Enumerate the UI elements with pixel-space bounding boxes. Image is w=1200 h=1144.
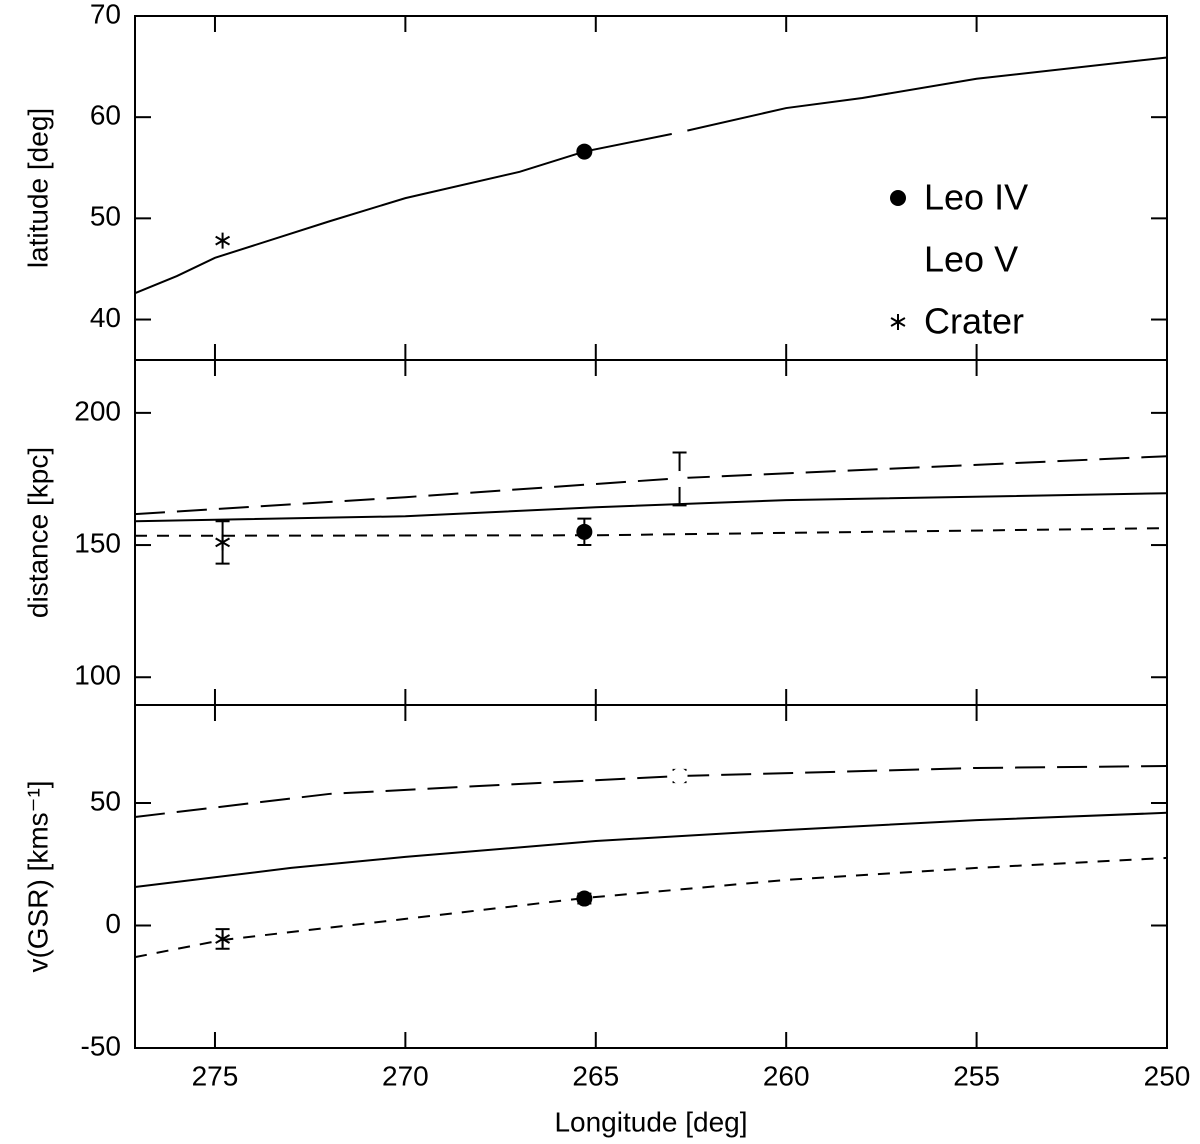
legend-marker [890,314,906,330]
plot-frame [134,704,1168,1049]
y-tick-label: 70 [90,0,121,29]
y-tick-label: 50 [90,785,121,816]
y-tick-label: 50 [90,201,121,232]
x-tick-label: 270 [382,1060,429,1091]
filled-circle-marker [576,143,593,160]
x-tick-label: 250 [1144,1060,1191,1091]
asterisk-marker [215,534,231,551]
legend-marker [890,190,906,206]
model-line [134,527,1168,537]
asterisk-marker [215,930,231,947]
filled-circle-marker [576,523,593,540]
x-tick-label: 255 [953,1060,1000,1091]
y-tick-label: 100 [74,660,121,691]
open-circle-marker [671,124,688,141]
filled-circle-marker [576,890,593,907]
y-axis-label: v(GSR) [kms⁻¹] [22,780,53,972]
model-line [134,811,1168,889]
x-tick-label: 275 [192,1060,239,1091]
y-tick-label: 40 [90,302,121,333]
model-line [134,765,1168,818]
y-tick-label: 60 [90,100,121,131]
legend-label: Leo V [924,239,1018,280]
model-line [134,455,1168,516]
model-line [134,56,1168,295]
plot-frame [134,359,1168,706]
model-line [134,492,1168,523]
open-circle-marker [671,470,688,487]
y-axis-label: distance [kpc] [22,447,53,618]
legend-marker [890,252,906,268]
y-tick-label: -50 [81,1030,121,1061]
x-axis-label: Longitude [deg] [554,1106,747,1137]
y-tick-label: 0 [105,908,121,939]
x-tick-label: 260 [763,1060,810,1091]
y-axis-label: latitude [deg] [22,108,53,268]
legend-label: Leo IV [924,177,1028,218]
legend-label: Crater [924,301,1024,342]
y-tick-label: 150 [74,527,121,558]
asterisk-marker [215,232,231,249]
y-tick-label: 200 [74,395,121,426]
model-line [134,856,1168,959]
x-tick-label: 265 [572,1060,619,1091]
open-circle-marker [671,768,688,785]
